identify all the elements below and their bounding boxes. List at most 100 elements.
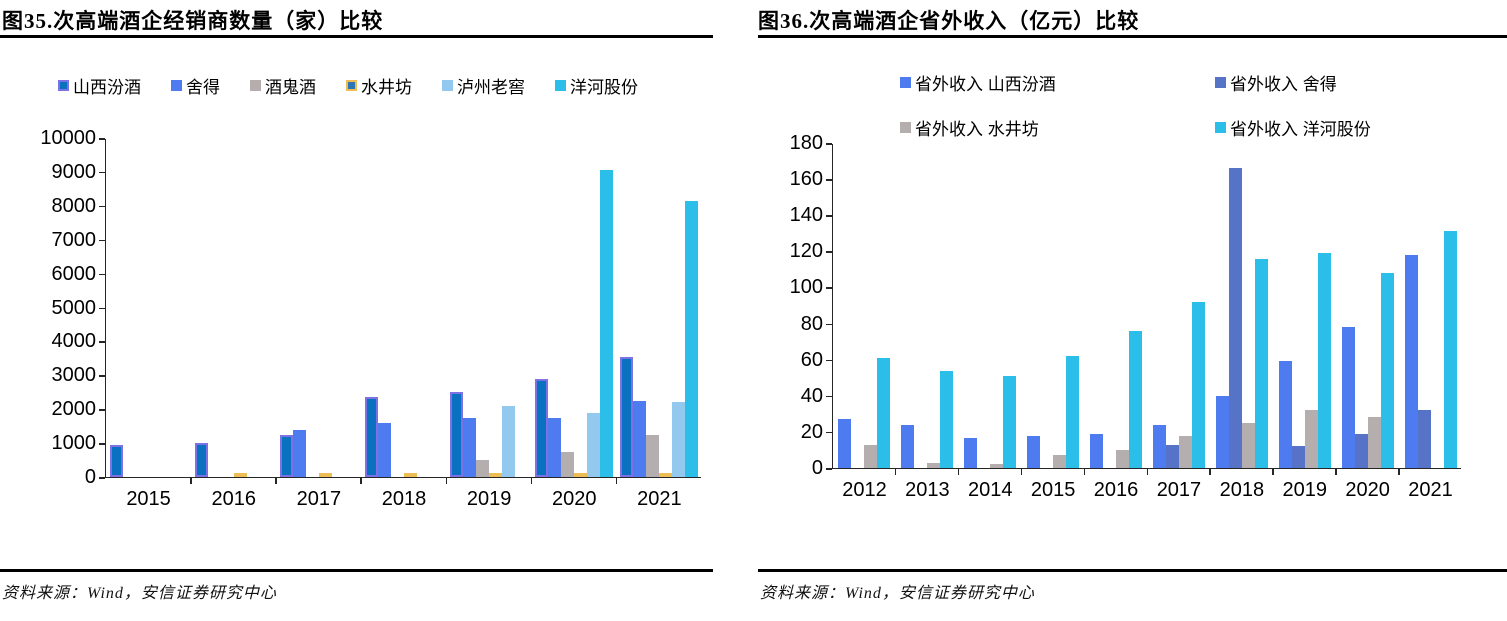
legend-item: 省外收入 山西汾酒	[900, 70, 1185, 95]
y-axis-tick	[99, 409, 105, 411]
bar-省外收入 水井坊-2017	[1178, 436, 1192, 468]
bar-省外收入 洋河股份-2019	[1317, 253, 1331, 468]
y-axis-tick-label: 0	[811, 457, 823, 479]
y-axis-tick	[826, 251, 832, 253]
bar-山西汾酒-2017	[279, 434, 293, 477]
bar-省外收入 洋河股份-2016	[1129, 330, 1143, 468]
bar-酒鬼酒-2021	[646, 434, 660, 477]
y-axis-tick-label: 4000	[51, 330, 97, 353]
y-axis-tick-label: 180	[789, 132, 823, 154]
bar-省外收入 水井坊-2016	[1116, 449, 1130, 468]
bar-省外收入 山西汾酒-2016	[1090, 433, 1104, 468]
chart-left-title-rule	[0, 35, 713, 38]
y-axis-tick-label: 100	[789, 276, 823, 299]
y-axis-tick	[99, 205, 105, 208]
bar-省外收入 水井坊-2018	[1241, 422, 1255, 468]
y-axis-tick-label: 8000	[51, 194, 97, 217]
bar-省外收入 洋河股份-2018	[1254, 258, 1268, 468]
chart-right-source: 资料来源：Wind，安信证券研究中心	[760, 585, 1035, 602]
bar-省外收入 山西汾酒-2014	[964, 438, 978, 468]
chart-left-source-rule	[0, 569, 713, 572]
x-axis-tick-label: 2017	[1156, 479, 1202, 501]
bar-省外收入 洋河股份-2020	[1380, 273, 1394, 468]
legend-label: 省外收入 舍得	[1230, 75, 1337, 94]
x-axis-tick-label: 2018	[1219, 479, 1265, 501]
bar-山西汾酒-2021	[620, 356, 634, 477]
bar-水井坊-2016	[233, 473, 247, 477]
bar-舍得-2020	[548, 417, 562, 477]
y-axis-tick-label: 7000	[51, 228, 97, 251]
bar-山西汾酒-2019	[450, 392, 464, 477]
legend-label: 酒鬼酒	[265, 78, 316, 97]
x-axis-tick	[1335, 469, 1337, 475]
chart-right-title-rule	[758, 35, 1507, 38]
y-axis-tick	[99, 443, 105, 445]
legend-swatch-icon	[1215, 122, 1226, 133]
x-axis-tick-label: 2020	[552, 488, 597, 510]
y-axis-tick	[826, 395, 832, 398]
x-axis-tick-label: 2017	[296, 488, 342, 510]
y-axis-tick-label: 3000	[51, 364, 97, 387]
x-axis-tick-label: 2012	[842, 479, 887, 501]
bar-水井坊-2019	[489, 473, 503, 477]
bar-泸州老窖-2020	[587, 412, 601, 477]
x-axis-tick	[1083, 469, 1086, 475]
legend-swatch-icon	[900, 122, 911, 133]
bar-省外收入 洋河股份-2015	[1066, 356, 1080, 468]
x-axis-tick	[1272, 469, 1274, 475]
legend-label: 泸州老窖	[457, 78, 525, 97]
legend-swatch-icon	[442, 80, 453, 91]
chart-left-plot: 0 1000 2000 3000 4000 5000 6000 7000 8000 9000 100…	[40, 127, 701, 510]
bar-省外收入 水井坊-2019	[1304, 410, 1318, 468]
legend-item: 洋河股份	[555, 73, 638, 98]
legend-label: 舍得	[186, 78, 220, 97]
bar-省外收入 舍得-2021	[1417, 410, 1431, 468]
bar-泸州老窖-2019	[502, 405, 516, 477]
legend-swatch-icon	[1215, 77, 1226, 88]
x-axis-tick-label: 2016	[1093, 479, 1139, 501]
x-axis-tick	[1398, 469, 1400, 475]
bar-省外收入 洋河股份-2017	[1191, 301, 1205, 468]
x-axis-tick-label: 2021	[637, 488, 682, 510]
bar-水井坊-2021	[659, 473, 673, 477]
bar-省外收入 舍得-2020	[1354, 433, 1368, 468]
bar-省外收入 水井坊-2015	[1053, 455, 1067, 468]
x-axis-tick-label: 2021	[1408, 479, 1453, 501]
legend-item: 酒鬼酒	[250, 73, 316, 98]
x-axis-tick-label: 2013	[905, 479, 950, 501]
y-axis-tick-label: 9000	[51, 160, 97, 183]
x-axis-tick-label: 2015	[1030, 479, 1076, 501]
chart-right-title: 图36.次高端酒企省外收入（亿元）比较	[758, 9, 1140, 33]
y-axis-tick	[826, 468, 832, 470]
y-axis-tick	[99, 375, 105, 377]
y-axis-tick-label: 60	[800, 348, 823, 371]
legend-swatch-icon	[346, 80, 357, 91]
bar-洋河股份-2021	[685, 200, 699, 477]
y-axis-tick	[826, 323, 832, 326]
legend-swatch-icon	[250, 80, 261, 91]
bar-省外收入 洋河股份-2021	[1443, 231, 1457, 468]
x-axis-tick	[1020, 469, 1023, 475]
chart-left-title: 图35.次高端酒企经销商数量（家）比较	[2, 9, 384, 33]
y-axis-tick	[99, 341, 105, 343]
y-axis-tick	[99, 171, 105, 174]
x-axis-tick	[445, 478, 448, 484]
x-axis-tick-label: 2018	[381, 488, 427, 510]
legend-label: 省外收入 洋河股份	[1230, 120, 1371, 139]
x-axis-tick	[360, 478, 362, 484]
legend-item: 省外收入 洋河股份	[1215, 115, 1371, 140]
bar-山西汾酒-2016	[194, 443, 208, 477]
bar-舍得-2017	[292, 429, 306, 477]
legend-swatch-icon	[171, 80, 182, 91]
bar-舍得-2019	[463, 417, 477, 477]
bar-省外收入 山西汾酒-2021	[1404, 254, 1418, 468]
y-axis-tick	[99, 477, 105, 479]
bar-酒鬼酒-2019	[476, 460, 490, 477]
x-axis-tick	[1209, 469, 1211, 475]
legend-item: 水井坊	[346, 73, 412, 98]
legend-swatch-icon	[900, 77, 911, 88]
y-axis-tick	[99, 138, 105, 140]
y-axis-tick-label: 1000	[51, 432, 97, 455]
legend-label: 水井坊	[361, 78, 412, 97]
y-axis-tick-label: 40	[800, 384, 823, 407]
